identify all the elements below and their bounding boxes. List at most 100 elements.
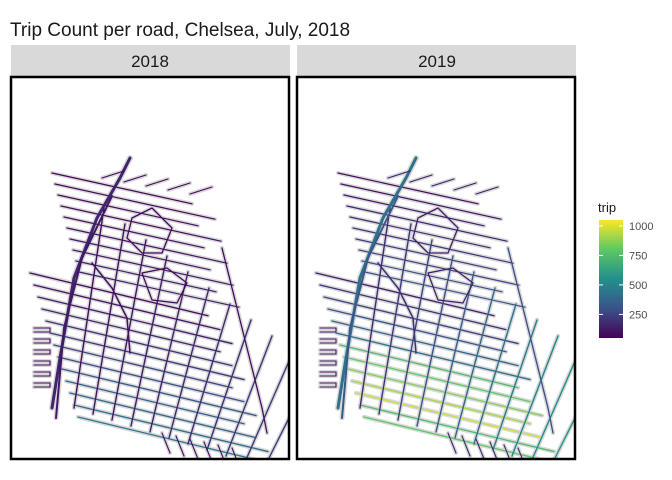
trip-road-segment — [189, 186, 213, 195]
trip-road-segment — [75, 260, 217, 293]
trip-road-segment — [123, 174, 147, 183]
trip-road-segment — [57, 356, 245, 403]
trip-road-segment — [49, 332, 245, 381]
trip-road-segment — [33, 360, 51, 366]
trip-road-segment — [69, 238, 211, 271]
trip-road-segment — [454, 287, 496, 439]
trip-road-segment — [363, 416, 538, 458]
trip-road-segment — [319, 327, 337, 333]
trip-road-segment — [336, 156, 418, 410]
trip-road-segment — [319, 360, 337, 366]
trip-road-segment — [503, 444, 510, 458]
trip-road-segment — [130, 255, 168, 427]
trip-road-segment — [167, 182, 191, 191]
trip-road-segment — [50, 156, 132, 410]
trip-road-segment — [355, 392, 543, 439]
trip-road-segment — [331, 320, 519, 367]
trip-road-segment — [145, 178, 169, 187]
trip-road-segment — [54, 183, 216, 220]
trip-road-segment — [45, 320, 233, 367]
chart-title: Trip Count per road, Chelsea, July, 2018 — [10, 20, 350, 41]
trip-road-segment — [397, 239, 433, 421]
trip-road-segment — [319, 382, 337, 388]
trip-road-segment — [346, 205, 508, 242]
legend-tick-label: 1000 — [629, 221, 653, 233]
trip-road-segment — [447, 432, 457, 454]
base-road-segment — [31, 380, 53, 390]
trip-road-segment — [231, 447, 237, 458]
base-road-segment — [31, 325, 53, 335]
facet-strip-2019 — [297, 45, 576, 76]
base-road-segment — [317, 325, 339, 335]
trip-road-segment — [91, 262, 131, 354]
trip-road-segment — [33, 338, 51, 344]
legend-colorbar — [599, 220, 623, 338]
trip-road-segment — [141, 267, 188, 304]
trip-road-segment — [431, 178, 455, 187]
trip-road-segment — [101, 170, 125, 179]
trip-road-segment — [427, 267, 474, 304]
trip-road-segment — [335, 332, 531, 381]
trip-road-segment — [340, 183, 502, 220]
trip-road-segment — [206, 319, 252, 451]
trip-road-segment — [319, 284, 507, 331]
base-road-segment — [317, 358, 339, 368]
trip-road-segment — [319, 338, 337, 344]
trip-road-segment — [189, 438, 199, 458]
trip-road-segment — [221, 247, 268, 434]
road-network-2019 — [313, 155, 575, 458]
trip-road-segment — [217, 444, 224, 458]
facet-strip-2018 — [11, 45, 290, 76]
trip-road-segment — [377, 262, 417, 354]
trip-road-segment — [315, 272, 495, 317]
base-road-segment — [31, 347, 53, 357]
trip-road-segment — [33, 371, 51, 377]
trip-road-segment — [461, 435, 471, 457]
trip-road-segment — [57, 194, 199, 227]
trip-road-segment — [29, 272, 209, 317]
legend-tick-label: 250 — [629, 309, 647, 321]
trip-road-segment — [77, 416, 252, 458]
trip-road-segment — [435, 271, 475, 433]
trip-road-segment — [72, 249, 234, 286]
trip-road-segment — [511, 335, 559, 457]
trip-road-segment — [33, 382, 51, 388]
trip-road-segment — [65, 380, 245, 425]
legend-ticks: 1000 750 500 250 — [599, 221, 653, 321]
trip-road-segment — [319, 371, 337, 377]
trip-road-segment — [187, 303, 231, 445]
trip-road-segment — [453, 182, 477, 191]
trip-road-segment — [531, 359, 575, 458]
facet-panel-border-2019 — [295, 75, 577, 461]
trip-road-segment — [361, 260, 503, 293]
base-road-segment — [317, 347, 339, 357]
trip-road-segment — [175, 435, 185, 457]
legend-tick-label: 750 — [629, 250, 647, 262]
trip-road-segment — [41, 308, 221, 353]
trip-road-segment — [355, 238, 497, 271]
base-road-segment — [31, 369, 53, 379]
trip-road-segment — [225, 335, 273, 457]
base-road-segment — [31, 336, 53, 346]
trip-road-segment — [517, 447, 523, 458]
facet-label-2019: 2019 — [418, 52, 456, 71]
base-road-segment — [317, 336, 339, 346]
trip-road-segment — [341, 195, 399, 419]
legend-tick-label: 500 — [629, 280, 647, 292]
trip-road-segment — [337, 172, 479, 205]
trip-road-segment — [416, 255, 454, 427]
trip-road-segment — [168, 287, 210, 439]
trip-road-segment — [412, 207, 459, 254]
trip-road-segment — [63, 216, 205, 249]
legend-title: trip — [598, 200, 616, 215]
trip-road-segment — [203, 441, 211, 458]
trip-road-segment — [343, 356, 531, 403]
trip-road-segment — [319, 349, 337, 355]
trip-road-segment — [473, 303, 517, 445]
trip-road-segment — [475, 186, 499, 195]
trip-road-segment — [387, 170, 411, 179]
facet-panel-border-2018 — [9, 75, 291, 461]
trip-road-segment — [359, 207, 391, 409]
trip-road-segment — [492, 319, 538, 451]
